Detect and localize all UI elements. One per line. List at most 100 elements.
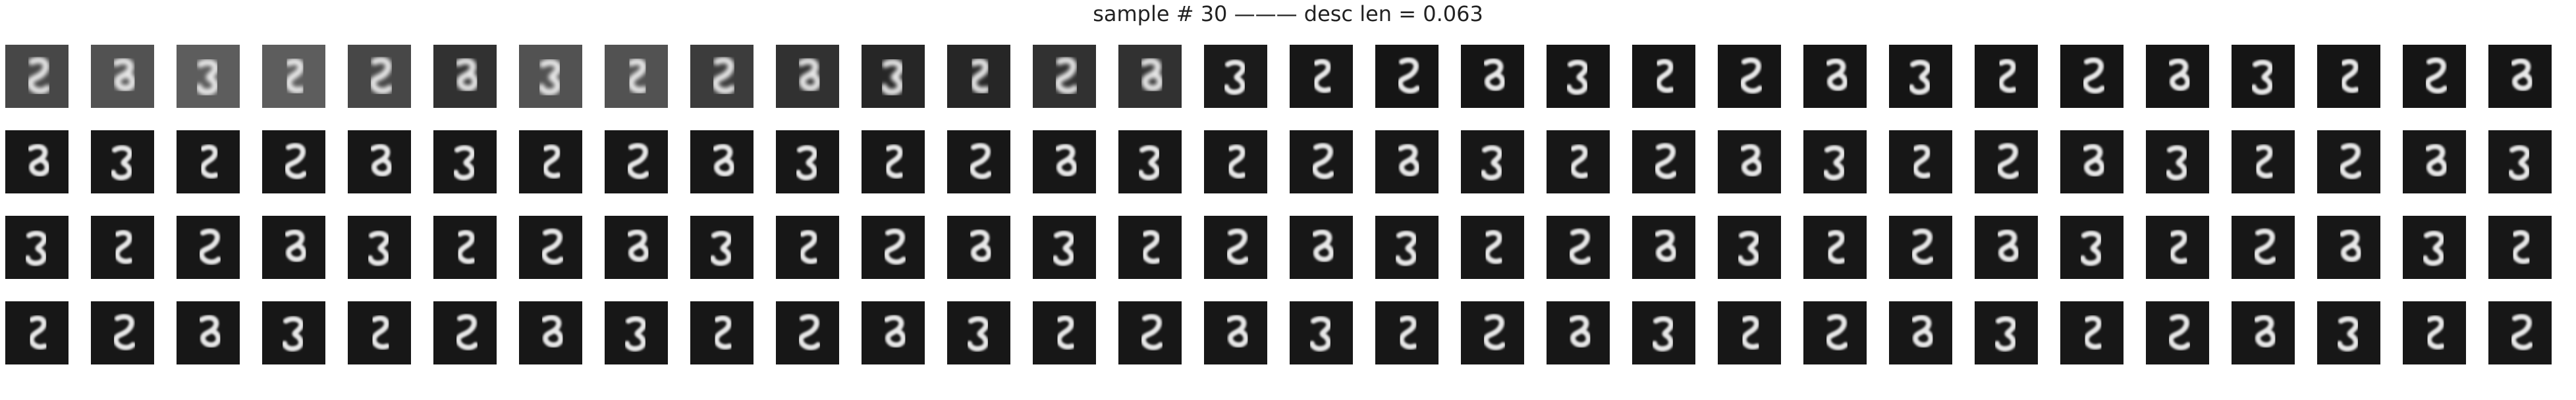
digit-stroke [2083,315,2102,350]
digit-tile [262,301,325,364]
digit-tile [1632,130,1695,193]
digit-glyph [2511,58,2533,91]
digit-tile [519,216,582,279]
digit-stroke [453,145,476,181]
digit-tile [177,301,240,364]
digit-glyph [1826,230,1846,264]
digit-stroke [285,229,307,262]
digit-tile [1889,45,1952,108]
digit-stroke [796,145,818,181]
digit-stroke [2339,143,2362,180]
digit-tile [1718,301,1781,364]
digit-stroke [455,314,478,351]
digit-stroke [541,314,564,348]
digit-stroke [713,315,732,350]
digit-glyph [453,145,476,181]
digit-stroke [1395,230,1417,266]
digit-stroke [1909,59,1931,95]
digit-stroke [627,229,649,262]
digit-glyph [28,143,50,177]
digit-glyph [2168,314,2191,351]
digit-stroke [198,228,221,265]
digit-stroke [196,59,219,96]
digit-glyph [2168,58,2191,91]
digit-tile [5,216,69,279]
digit-stroke [1911,228,1934,265]
digit-tile [1290,45,1353,108]
digit-tile [2403,301,2466,364]
digit-tile [2488,216,2552,279]
digit-glyph [2423,230,2445,266]
digit-glyph [1224,59,1246,95]
digit-tile [1718,130,1781,193]
digit-tile [776,301,839,364]
digit-glyph [1569,314,1591,348]
digit-tile [1803,301,1867,364]
digit-tile [519,301,582,364]
digit-stroke [970,58,990,94]
digit-glyph [1654,143,1677,180]
digit-glyph [1741,315,1760,350]
digit-glyph [1226,228,1249,265]
digit-glyph [799,230,818,264]
digit-tile [348,216,411,279]
digit-tile [2232,216,2295,279]
digit-glyph [796,145,818,181]
digit-tile [1033,216,1096,279]
digit-tile [1889,301,1952,364]
digit-tile [1889,130,1952,193]
digit-tile [862,130,925,193]
digit-stroke [1911,314,1934,348]
digit-glyph [713,143,735,177]
digit-glyph [1483,314,1506,351]
digit-glyph [627,229,649,262]
digit-stroke [1825,314,1848,351]
digit-stroke [1740,57,1763,94]
digit-tile [348,45,411,108]
digit-tile [2488,45,2552,108]
digit-tile [2060,301,2124,364]
digit-stroke [1741,315,1760,350]
figure-title: sample # 30 ——— desc len = 0.063 [1093,1,1483,26]
digit-glyph [2255,144,2274,179]
digit-stroke [369,57,393,95]
digit-tile [1632,45,1695,108]
digit-glyph [369,57,393,95]
digit-tile [1975,301,2038,364]
digit-stroke [1481,145,1503,181]
digit-tile [2060,45,2124,108]
digit-stroke [2337,316,2359,352]
digit-glyph [2251,59,2274,95]
digit-tile [2403,45,2466,108]
digit-stroke [969,143,992,180]
digit-glyph [883,228,906,265]
digit-glyph [455,314,478,351]
digit-glyph [711,57,736,95]
digit-tile [2146,130,2209,193]
digit-stroke [2425,143,2448,177]
digit-glyph [1998,59,2017,93]
digit-tile [1461,130,1524,193]
digit-tile [91,216,154,279]
digit-stroke [1996,143,2019,180]
digit-stroke [2425,57,2448,94]
digit-stroke [1138,145,1161,181]
digit-stroke [1312,229,1334,262]
digit-tile [2146,216,2209,279]
digit-glyph [1481,145,1503,181]
digit-glyph [26,57,51,95]
digit-glyph [1996,143,2019,180]
digit-glyph [2339,143,2362,180]
digit-tile [1290,130,1353,193]
digit-glyph [1140,57,1164,92]
digit-glyph [713,315,732,350]
digit-stroke [1654,143,1677,180]
digit-glyph [1226,314,1249,348]
digit-glyph [881,59,904,96]
digit-stroke [1224,59,1246,95]
digit-glyph [25,230,47,266]
digit-glyph [1053,230,1075,266]
digit-stroke [798,57,821,92]
digit-stroke [28,143,50,177]
digit-glyph [2426,315,2445,350]
